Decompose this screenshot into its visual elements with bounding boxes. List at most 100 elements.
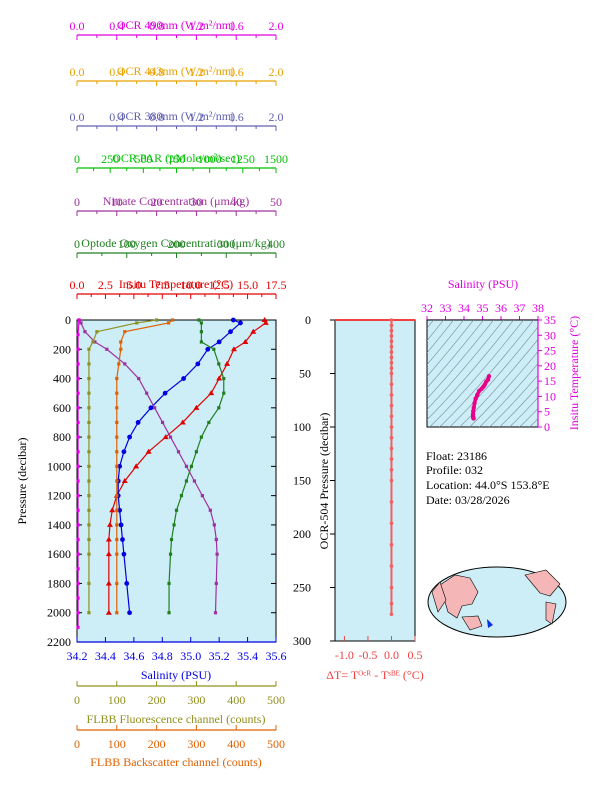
density-contour [489, 374, 538, 427]
series-point [162, 390, 168, 396]
series-point [87, 523, 91, 527]
main-series-group [76, 317, 269, 629]
delta-t-point [389, 328, 394, 333]
flbbfl-tick-label: 200 [148, 693, 166, 707]
main-plot-area [76, 319, 277, 643]
series-point [87, 347, 91, 351]
series-point [119, 340, 123, 344]
location: Location: 44.0°S 153.8°E [426, 478, 550, 492]
series-point [115, 508, 119, 512]
density-contour [429, 320, 524, 427]
density-contour [427, 320, 484, 389]
delta-t-series [389, 318, 394, 617]
series-point [76, 537, 80, 542]
ts-point [473, 396, 478, 401]
series-point [179, 419, 186, 425]
series-point [76, 523, 80, 527]
ocr443-tick-label: 1.2 [189, 65, 204, 79]
delta-t-point [389, 446, 394, 451]
series-point [115, 450, 119, 454]
series-point [76, 479, 80, 483]
series-point [228, 329, 233, 335]
ts-x-axis: 32 33 34 35 36 37 38 [421, 301, 544, 321]
series-point [148, 405, 154, 411]
main-profile-plot: 0 200 400 600 800 1000 1200 1400 1600 1800 2000 220… [15, 313, 277, 649]
salinity-tick-label: 34.2 [67, 649, 88, 663]
temp-tick-label: 2.5 [98, 278, 113, 292]
series-point [87, 552, 91, 556]
map-land-africa [431, 581, 447, 613]
series-point [76, 376, 80, 381]
series-point [83, 330, 87, 334]
main-y-tick-label: 2000 [47, 606, 71, 620]
ts-y-tick-label: 35 [544, 313, 556, 327]
top-axis-temperature: Insitu Temperature (°C) 0.0 2.5 5.0 7.5 10.0… [70, 277, 287, 299]
ts-point [472, 400, 477, 406]
delta-t-point [389, 339, 394, 344]
series-point [184, 479, 189, 483]
series-point [87, 537, 91, 542]
ocr490-tick-label: 1.6 [229, 19, 244, 33]
delta-t-y-axis: 0 50 100 150 200 250 300 [293, 313, 335, 648]
main-y-tick-label: 1800 [47, 576, 71, 590]
series-point [76, 611, 80, 615]
series-point [174, 508, 179, 512]
ocr443-tick-label: 2.0 [269, 65, 284, 79]
series-point [172, 523, 176, 527]
series-point [137, 376, 141, 381]
series-point [87, 581, 91, 586]
ocr380-tick-label: 0.0 [70, 110, 85, 124]
series-point [76, 435, 80, 439]
salinity-tick-label: 34.6 [123, 649, 144, 663]
salinity-tick-label: 35.2 [209, 649, 230, 663]
map-land-south-america [545, 601, 557, 625]
series-point [170, 318, 175, 322]
oxygen-tick-label: 100 [118, 237, 136, 251]
ts-y-tick-label: 25 [544, 344, 556, 358]
delta-t-x-axis: -1.0 -0.5 0.0 0.5 [335, 319, 423, 662]
series-point [192, 479, 197, 483]
ts-point [475, 392, 480, 398]
ts-point [471, 416, 476, 421]
oxygen-axis-label: Optode Oxygen Concentration (μm/kg) [81, 236, 270, 250]
delta-t-y-tick-label: 200 [293, 527, 311, 541]
flbbfl-tick-label: 0 [74, 693, 80, 707]
flbbbs-tick-label: 500 [267, 737, 285, 751]
ocr380-tick-label: 0.4 [109, 110, 124, 124]
series-point [224, 360, 231, 366]
delta-t-point [389, 612, 394, 617]
ts-point [476, 388, 482, 394]
series-point [242, 338, 249, 344]
series-point [200, 494, 204, 498]
ocr490-tick-label: 1.2 [189, 19, 204, 33]
series-point [121, 478, 128, 483]
delta-t-point [389, 564, 394, 568]
series-point [87, 508, 91, 512]
main-y-tick-label: 600 [53, 401, 71, 415]
delta-t-y-tick-label: 50 [299, 367, 311, 381]
series-point [124, 581, 130, 586]
ocr380-tick-label: 0.8 [149, 110, 164, 124]
float-location-marker [487, 619, 493, 628]
ocrpar-tick-label: 1500 [264, 152, 288, 166]
series-point [87, 362, 91, 366]
series-point [115, 479, 119, 483]
delta-t-point [389, 468, 394, 472]
flbbbs-tick-label: 400 [227, 737, 245, 751]
series-point [76, 362, 80, 366]
series-point [215, 552, 219, 556]
ts-x-tick-label: 34 [458, 301, 470, 315]
series-point [87, 479, 91, 483]
series-point [115, 391, 119, 395]
series-point [105, 609, 112, 615]
ocr490-tick-label: 0.8 [149, 19, 164, 33]
series-point [87, 420, 91, 425]
series-point [76, 391, 80, 395]
delta-t-point [389, 323, 394, 328]
series-point [199, 330, 203, 334]
oxygen-tick-label: 200 [168, 237, 186, 251]
flbbbs-tick-label: 100 [108, 737, 126, 751]
flbbbs-tick-label: 200 [148, 737, 166, 751]
series-point [262, 319, 269, 325]
temp-tick-label: 0.0 [70, 278, 85, 292]
